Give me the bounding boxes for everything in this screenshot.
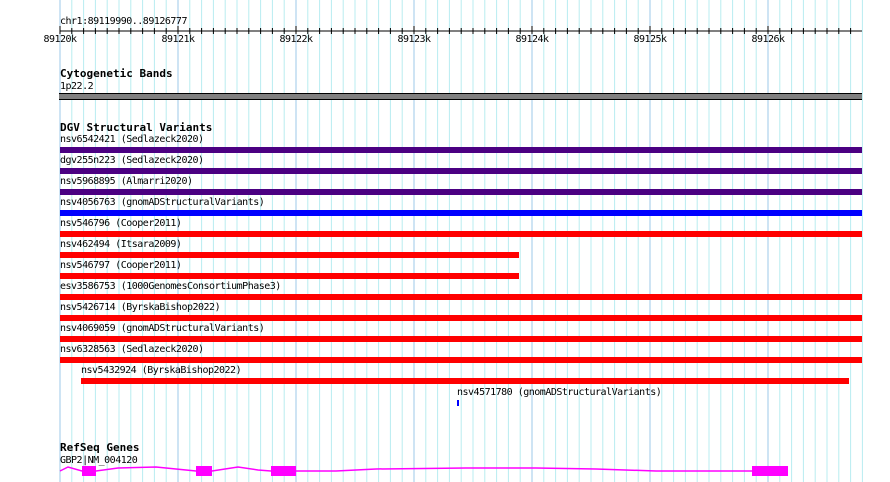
sv-feature-bar[interactable] — [60, 189, 862, 195]
sv-feature-bar[interactable] — [81, 378, 849, 384]
ruler-tick-label: 89121k — [161, 34, 195, 45]
sv-feature-label: nsv5968895 (Almarri2020) — [60, 176, 193, 187]
sv-feature-label: nsv4069059 (gnomADStructuralVariants) — [60, 323, 265, 334]
ruler-tick-label: 89125k — [633, 34, 667, 45]
sv-feature-label: nsv546797 (Cooper2011) — [60, 260, 182, 271]
ruler-tick-label: 89123k — [397, 34, 431, 45]
sv-feature-bar[interactable] — [60, 252, 519, 258]
gene-model[interactable] — [0, 460, 890, 482]
sv-feature-label: nsv546796 (Cooper2011) — [60, 218, 182, 229]
sv-feature-label: nsv6542421 (Sedlazeck2020) — [60, 134, 204, 145]
sv-feature-label: nsv5426714 (ByrskaBishop2022) — [60, 302, 221, 313]
gene-intron-line — [59, 466, 752, 472]
sv-feature-label: nsv6328563 (Sedlazeck2020) — [60, 344, 204, 355]
sv-feature-label: nsv5432924 (ByrskaBishop2022) — [81, 365, 242, 376]
sv-feature-label: nsv4056763 (gnomADStructuralVariants) — [60, 197, 265, 208]
exon — [82, 466, 96, 476]
sv-feature-bar[interactable] — [60, 273, 519, 279]
sv-feature-bar[interactable] — [60, 231, 862, 237]
sv-feature-bar[interactable] — [60, 357, 862, 363]
sv-feature-label: esv3586753 (1000GenomesConsortiumPhase3) — [60, 281, 281, 292]
sv-feature-label: dgv255n223 (Sedlazeck2020) — [60, 155, 204, 166]
track-title-dgv: DGV Structural Variants — [60, 121, 213, 134]
sv-feature-bar[interactable] — [457, 400, 459, 406]
sv-feature-bar[interactable] — [60, 336, 862, 342]
ruler-tick-label: 89122k — [279, 34, 313, 45]
exon — [752, 466, 788, 476]
cytoband-bar[interactable] — [59, 93, 862, 100]
ruler[interactable] — [0, 0, 890, 50]
exon — [271, 466, 296, 476]
ruler-tick-label: 89120k — [43, 34, 77, 45]
cytoband-label: 1p22.2 — [60, 81, 94, 92]
exon — [196, 466, 212, 476]
ruler-tick-label: 89126k — [751, 34, 785, 45]
sv-feature-bar[interactable] — [60, 294, 862, 300]
location-label: chr1:89119990..89126777 — [60, 16, 187, 27]
track-title-cytobands: Cytogenetic Bands — [60, 67, 173, 80]
sv-feature-bar[interactable] — [60, 147, 862, 153]
sv-feature-bar[interactable] — [60, 315, 862, 321]
ruler-tick-label: 89124k — [515, 34, 549, 45]
sv-feature-bar[interactable] — [60, 210, 862, 216]
sv-feature-label: nsv462494 (Itsara2009) — [60, 239, 182, 250]
sv-feature-label: nsv4571780 (gnomADStructuralVariants) — [457, 387, 662, 398]
track-title-refseq: RefSeq Genes — [60, 441, 140, 454]
gene-label: GBP2|NM_004120 — [60, 455, 138, 466]
sv-feature-bar[interactable] — [60, 168, 862, 174]
